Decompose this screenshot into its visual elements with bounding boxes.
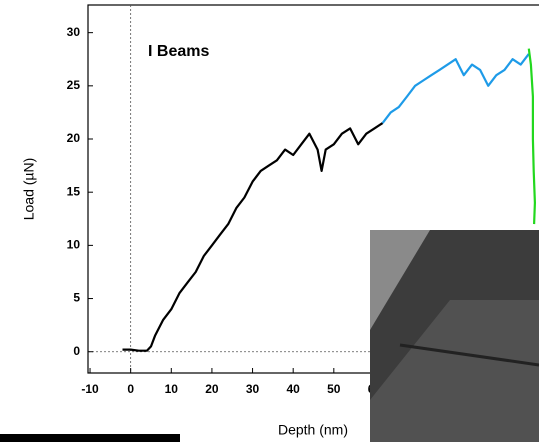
y-tick-label: 5 xyxy=(73,291,80,305)
x-tick-label: 40 xyxy=(287,382,301,396)
y-axis-label: Load (µN) xyxy=(21,158,37,221)
x-tick-label: 0 xyxy=(127,382,134,396)
x-tick-label: 50 xyxy=(327,382,341,396)
inset-image xyxy=(370,230,539,442)
x-tick-label: 20 xyxy=(205,382,219,396)
data-line xyxy=(381,53,530,124)
inset-line xyxy=(399,343,539,367)
data-line xyxy=(527,48,536,225)
y-tick-label: 20 xyxy=(67,131,81,145)
y-tick-label: 15 xyxy=(67,184,81,198)
y-tick-label: 30 xyxy=(67,25,81,39)
plot-frame xyxy=(87,4,539,374)
annotation: I Beams xyxy=(148,43,209,60)
x-tick-label: -10 xyxy=(81,382,99,396)
y-tick-label: 10 xyxy=(67,238,81,252)
data-line xyxy=(122,122,384,352)
x-axis-label: Depth (nm) xyxy=(278,422,348,438)
x-tick-label: 10 xyxy=(165,382,179,396)
y-tick-label: 25 xyxy=(67,78,81,92)
x-tick-label: 30 xyxy=(246,382,260,396)
inset-texture xyxy=(370,300,539,442)
bottom-bar xyxy=(0,434,180,442)
y-tick-label: 0 xyxy=(73,344,80,358)
